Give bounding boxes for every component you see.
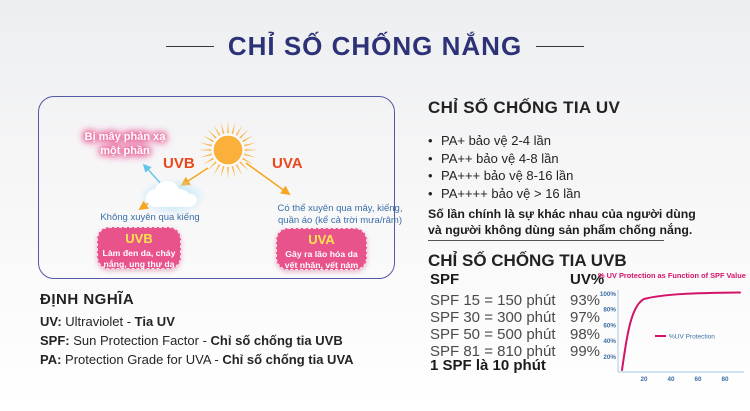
svg-text:80%: 80% bbox=[603, 307, 616, 314]
svg-text:%UV Protection: %UV Protection bbox=[669, 334, 715, 341]
svg-text:100%: 100% bbox=[600, 291, 617, 298]
svg-text:40: 40 bbox=[667, 376, 675, 383]
svg-text:60: 60 bbox=[694, 376, 702, 383]
svg-text:20: 20 bbox=[640, 376, 648, 383]
svg-text:20%: 20% bbox=[603, 354, 616, 361]
svg-text:60%: 60% bbox=[603, 322, 616, 329]
svg-text:40%: 40% bbox=[603, 338, 616, 345]
svg-text:80: 80 bbox=[721, 376, 729, 383]
